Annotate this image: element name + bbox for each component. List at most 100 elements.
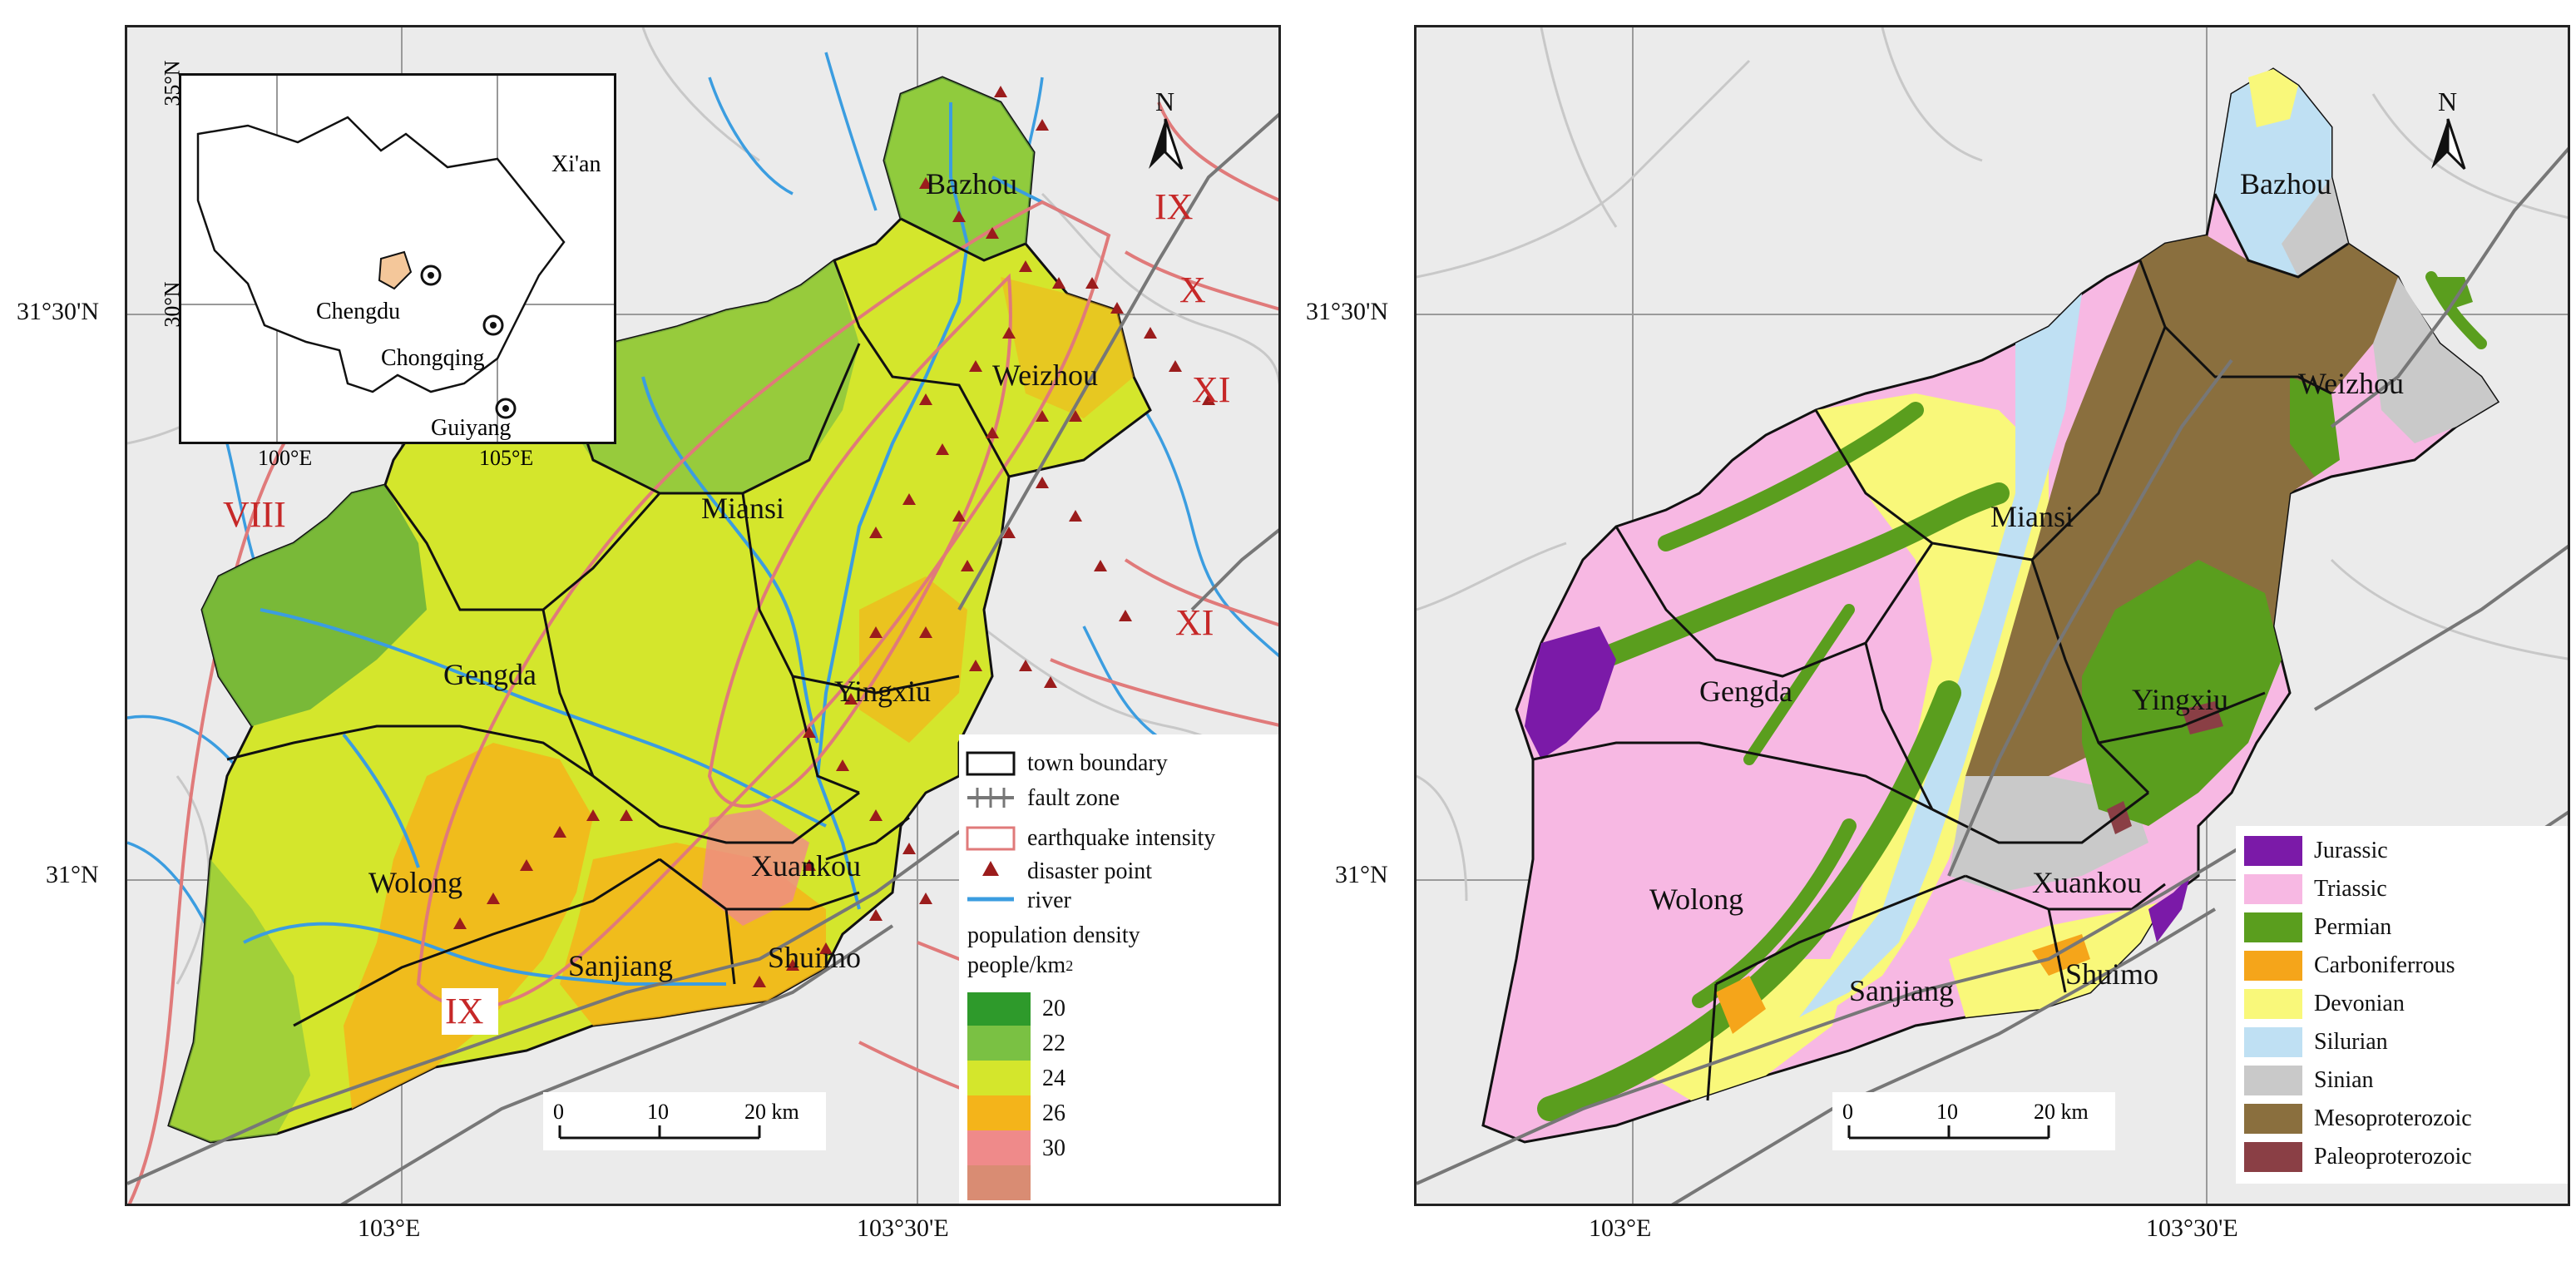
legend-paleoproterozoic: Paleoproterozoic (2244, 1140, 2472, 1174)
legend-class-22: 22 (1042, 1031, 1066, 1056)
inset-map: Xi'an Chengdu Chongqing Guiyang 35°N 30°… (161, 60, 616, 470)
left-lon-103: 103°E (358, 1214, 421, 1242)
right-lon-103-30: 103°30'E (2146, 1214, 2238, 1242)
legend-sinian: Sinian (2244, 1064, 2374, 1097)
swatch-triassic (2244, 874, 2302, 904)
geology-map: Bazhou Weizhou Miansi Gengda Yingxiu Wol… (1414, 25, 2570, 1206)
legend-permian-label: Permian (2314, 914, 2392, 940)
legend-fault-zone: fault zone (1027, 785, 1120, 811)
right-map-canvas: Bazhou Weizhou Miansi Gengda Yingxiu Wol… (1417, 27, 2568, 1204)
legend-triassic-label: Triassic (2314, 876, 2387, 902)
legend-devonian-label: Devonian (2314, 991, 2405, 1016)
legend-density-unit-sup: 2 (1066, 957, 1074, 974)
inset-lat-35: 35°N (160, 60, 185, 106)
geo-town-label-gengda: Gengda (1699, 675, 1792, 708)
intensity-label-viii: VIII (223, 494, 286, 535)
intensity-label-ix-ne: IX (1155, 186, 1193, 227)
legend-carboniferrous-label: Carboniferrous (2314, 952, 2455, 978)
legend-disaster-point: disaster point (1027, 858, 1153, 884)
swatch-carboniferrous (2244, 951, 2302, 981)
legend-mesoproterozoic: Mesoproterozoic (2244, 1102, 2472, 1135)
geo-town-label-wolong: Wolong (1649, 883, 1743, 916)
town-label-wolong: Wolong (368, 866, 462, 899)
geo-town-label-shuimo: Shuimo (2065, 957, 2158, 991)
legend-silurian-label: Silurian (2314, 1029, 2388, 1055)
left-lon-103-30: 103°30'E (857, 1214, 949, 1242)
north-arrow-right: N (2431, 87, 2466, 171)
legend-jurassic-label: Jurassic (2314, 838, 2388, 863)
geo-town-label-weizhou: Weizhou (2298, 367, 2404, 400)
scale-bar-right: 0 10 20 km (1832, 1092, 2115, 1150)
town-label-shuimo: Shuimo (768, 941, 861, 974)
swatch-permian (2244, 912, 2302, 942)
town-label-gengda: Gengda (443, 658, 536, 691)
study-area (127, 76, 1278, 1204)
left-lat-31: 31°N (46, 861, 99, 888)
legend-sinian-label: Sinian (2314, 1067, 2374, 1093)
inset-city-chengdu: Chengdu (316, 299, 400, 324)
right-lat-31-30: 31°30'N (1306, 298, 1389, 325)
legend-river: river (1027, 888, 1071, 913)
intensity-label-xi-e: XI (1175, 602, 1214, 643)
geo-scale-label-0: 0 (1842, 1100, 1853, 1124)
north-arrow: N (1149, 87, 1184, 171)
swatch-mesoproterozoic (2244, 1104, 2302, 1134)
intensity-label-xi-ne: XI (1192, 369, 1230, 410)
study-area-locator (378, 250, 413, 290)
legend-paleoproterozoic-label: Paleoproterozoic (2314, 1144, 2472, 1170)
legend-density-title: population density (967, 922, 1140, 948)
town-label-sanjiang: Sanjiang (568, 949, 673, 982)
inset-lat-30: 30°N (160, 281, 185, 328)
legend-class-26: 26 (1042, 1100, 1066, 1126)
swatch-devonian (2244, 989, 2302, 1019)
legend-earthquake-intensity: earthquake intensity (1027, 825, 1216, 851)
north-label-left: N (1155, 87, 1174, 116)
legend-silurian: Silurian (2244, 1026, 2388, 1059)
geology-study-area (1417, 67, 2568, 1204)
legend-density-unit: people/km 2 (967, 949, 1073, 982)
geo-town-label-yingxiu: Yingxiu (2132, 683, 2228, 716)
left-legend: town boundary fault zone earthquake inte… (959, 734, 1278, 1204)
town-label-miansi: Miansi (701, 492, 784, 525)
legend-density-ramp (967, 992, 1031, 1200)
legend-devonian: Devonian (2244, 987, 2405, 1021)
north-label-right: N (2438, 87, 2457, 116)
intensity-label-x: X (1179, 270, 1206, 310)
legend-town-boundary: town boundary (1027, 750, 1168, 776)
scale-label-10: 10 (647, 1100, 669, 1124)
legend-permian: Permian (2244, 911, 2391, 944)
right-lon-103: 103°E (1589, 1214, 1652, 1242)
scale-label-20: 20 km (744, 1100, 799, 1124)
legend-triassic: Triassic (2244, 873, 2387, 906)
population-density-map: Bazhou Weizhou Miansi Gengda Yingxiu Wol… (125, 25, 1281, 1206)
scale-label-0: 0 (553, 1100, 564, 1124)
geo-scale-label-20: 20 km (2034, 1100, 2089, 1124)
legend-class-24: 24 (1042, 1066, 1066, 1091)
town-label-xuankou: Xuankou (751, 849, 861, 883)
geo-scale-label-10: 10 (1936, 1100, 1958, 1124)
swatch-paleoproterozoic (2244, 1142, 2302, 1172)
geo-town-label-sanjiang: Sanjiang (1849, 974, 1954, 1007)
legend-class-20: 20 (1042, 996, 1066, 1021)
left-lat-31-30: 31°30'N (17, 298, 100, 325)
geo-town-label-bazhou: Bazhou (2240, 167, 2331, 200)
legend-density-unit-text: people/km (967, 952, 1066, 978)
town-label-weizhou: Weizhou (992, 359, 1098, 392)
geo-town-label-xuankou: Xuankou (2032, 866, 2142, 899)
legend-carboniferrous: Carboniferrous (2244, 949, 2455, 982)
swatch-sinian (2244, 1066, 2302, 1095)
geo-town-label-miansi: Miansi (1990, 500, 2074, 533)
intensity-label-ix-sw: IX (445, 991, 483, 1031)
town-label-bazhou: Bazhou (926, 167, 1017, 200)
left-map-canvas: Bazhou Weizhou Miansi Gengda Yingxiu Wol… (127, 27, 1278, 1204)
inset-lon-100: 100°E (258, 446, 313, 470)
inset-city-guiyang: Guiyang (431, 415, 511, 441)
right-lat-31: 31°N (1335, 861, 1388, 888)
swatch-silurian (2244, 1027, 2302, 1057)
scale-bar: 0 10 20 km (543, 1092, 826, 1150)
town-label-yingxiu: Yingxiu (834, 675, 931, 708)
inset-lon-105: 105°E (479, 446, 534, 470)
swatch-jurassic (2244, 836, 2302, 866)
legend-jurassic: Jurassic (2244, 834, 2388, 868)
legend-class-30: 30 (1042, 1135, 1066, 1161)
